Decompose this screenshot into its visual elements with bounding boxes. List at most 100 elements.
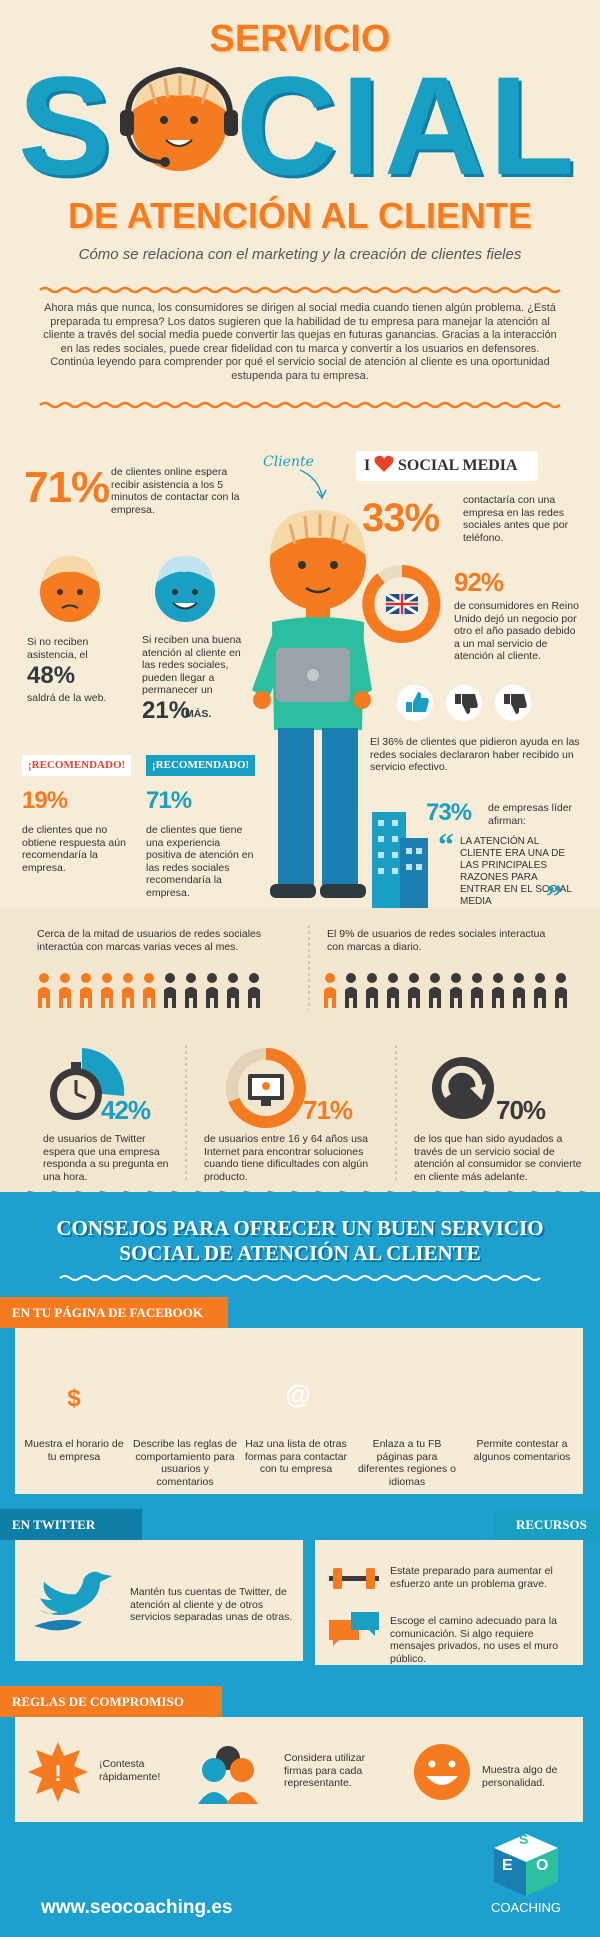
stat-value: 42% <box>101 1095 151 1125</box>
book-icon-text: @ <box>285 1379 311 1409</box>
star-burst <box>28 1742 88 1802</box>
path-shape <box>470 1084 486 1100</box>
rect-shape <box>416 864 422 870</box>
path-shape <box>228 1048 306 1128</box>
rules-icons <box>28 1742 470 1804</box>
circle-shape <box>192 589 198 595</box>
person-icon <box>408 987 420 1008</box>
circle-shape <box>155 562 215 622</box>
stat-value: 33% <box>362 496 440 540</box>
rect-shape <box>392 820 398 826</box>
circle-shape <box>262 1082 270 1090</box>
face-blue <box>155 556 215 622</box>
rect-shape <box>406 864 412 870</box>
path-shape <box>504 694 527 714</box>
person-icon <box>143 987 155 1008</box>
stat-value: 71% <box>303 1095 353 1125</box>
clock-icon-text: $ <box>67 1385 81 1412</box>
path-shape <box>157 556 213 582</box>
path-shape <box>42 556 98 582</box>
band-text: Cerca de la mitad de usuarios de redes s… <box>37 928 262 953</box>
rect-shape <box>71 1062 81 1069</box>
tip-text: ¡Contesta rápidamente! <box>99 1758 161 1783</box>
facebook-panel <box>15 1328 583 1494</box>
recommend-badge: ¡RECOMENDADO! <box>146 755 256 776</box>
path-shape <box>362 565 441 643</box>
badge-box <box>356 451 538 481</box>
quote-mark: ” <box>546 878 562 914</box>
stopwatch-icon <box>50 1048 125 1120</box>
path-shape <box>406 692 429 712</box>
thumb-icons <box>397 685 531 721</box>
cube-left <box>494 1848 526 1896</box>
tip-text: Escoge el camino adecuado para la comuni… <box>390 1615 559 1665</box>
rect-shape <box>378 868 384 874</box>
resources-panel <box>315 1540 583 1665</box>
path-shape <box>172 602 198 610</box>
rect-shape <box>261 1100 271 1106</box>
rect-shape <box>392 836 398 842</box>
circle-shape <box>298 561 306 569</box>
recommend-badge: ¡RECOMENDADO! <box>22 755 132 776</box>
arrow-circle <box>432 1057 494 1119</box>
smiley-mouth <box>426 1776 458 1785</box>
path-shape <box>299 469 323 497</box>
person-icon <box>325 973 335 983</box>
person-icon <box>38 987 50 1008</box>
stat-text: de clientes online espera recibir asiste… <box>111 466 240 516</box>
face-orange <box>40 556 100 622</box>
dumbbell-weight <box>366 1568 375 1589</box>
person-icon <box>249 973 259 983</box>
path-shape <box>288 514 350 545</box>
rect-shape <box>224 110 238 136</box>
stat-text: MÁS. <box>185 708 212 720</box>
person-icon <box>409 973 419 983</box>
star-icon-text: ! <box>54 1761 62 1786</box>
logo-cube <box>494 1834 558 1896</box>
stat-text: de clientes que no obtiene respuesta aún… <box>22 824 126 874</box>
wavy-line <box>39 286 561 294</box>
stat-value: 73% <box>426 799 472 826</box>
title-bottom: DE ATENCIÓN AL CLIENTE <box>67 195 532 236</box>
tip-text: Muestra algo de personalidad. <box>482 1764 558 1789</box>
person-icon <box>207 973 217 983</box>
client-figure <box>252 469 372 898</box>
g-shape <box>378 820 422 874</box>
subtitle: Cómo se relaciona con el marketing y la … <box>78 246 522 263</box>
stat-value: 71% <box>146 787 192 814</box>
rect-shape <box>378 852 384 858</box>
person-icon <box>59 987 71 1008</box>
rect-shape <box>278 728 314 888</box>
person-body <box>198 1792 230 1804</box>
tip-text: Muestra el horario de tu empresa <box>24 1438 124 1463</box>
cube-right <box>526 1848 558 1896</box>
badge-post: SOCIAL MEDIA <box>398 457 518 474</box>
smiley <box>414 1744 470 1800</box>
title-top: SERVICIO <box>209 18 391 60</box>
person-icon <box>248 987 260 1008</box>
path-shape <box>441 1065 483 1099</box>
bird-tail <box>34 1619 82 1631</box>
speech-bubble <box>351 1612 379 1636</box>
logo-letter: O <box>536 1857 549 1874</box>
stat-text: de usuarios entre 16 y 64 años usa Inter… <box>204 1133 369 1183</box>
stat-text: de empresas líder afirman: <box>488 802 573 827</box>
person-icon <box>228 973 238 983</box>
stat-text: de consumidores en Reino Unido dejó un n… <box>454 600 579 662</box>
circle-shape <box>77 589 83 595</box>
tip-text: Describe las reglas de comportamiento pa… <box>133 1438 237 1488</box>
uk-ring <box>362 565 441 643</box>
person-icon <box>367 973 377 983</box>
logo-letter: E <box>502 1857 513 1874</box>
person-icon <box>556 973 566 983</box>
person-icon <box>60 973 70 983</box>
person-icon <box>164 987 176 1008</box>
path-shape <box>316 489 327 500</box>
logo-letter: S <box>519 1831 529 1847</box>
circle-shape <box>160 157 170 167</box>
person-icon <box>202 1758 226 1782</box>
person-icon <box>346 973 356 983</box>
stat-text: Si no reciben asistencia, el <box>27 636 89 661</box>
monitor-ring <box>226 1048 306 1128</box>
person-body <box>226 1792 258 1804</box>
